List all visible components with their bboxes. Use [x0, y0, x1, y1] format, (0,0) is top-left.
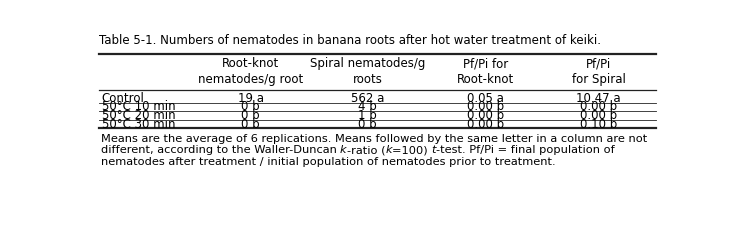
Text: -ratio (: -ratio (: [347, 145, 386, 155]
Text: -test. Pf/Pi = final population of: -test. Pf/Pi = final population of: [436, 145, 615, 155]
Text: 0.00 b: 0.00 b: [467, 118, 504, 131]
Text: t: t: [431, 145, 436, 155]
Text: Pf/Pi for
Root-knot: Pf/Pi for Root-knot: [457, 57, 514, 86]
Text: 10.47 a: 10.47 a: [576, 92, 620, 105]
Text: nematodes after treatment / initial population of nematodes prior to treatment.: nematodes after treatment / initial popu…: [101, 157, 555, 167]
Text: 0.00 b: 0.00 b: [467, 100, 504, 113]
Text: Pf/Pi
for Spiral: Pf/Pi for Spiral: [572, 57, 626, 86]
Text: 0 b: 0 b: [241, 118, 260, 131]
Text: Table 5-1. Numbers of nematodes in banana roots after hot water treatment of kei: Table 5-1. Numbers of nematodes in banan…: [99, 34, 601, 47]
Text: 50°C 20 min: 50°C 20 min: [102, 109, 175, 122]
Text: Spiral nematodes/g
roots: Spiral nematodes/g roots: [310, 57, 425, 86]
Text: 0 b: 0 b: [241, 109, 260, 122]
Text: 50°C 30 min: 50°C 30 min: [102, 118, 175, 131]
Text: 0.10 b: 0.10 b: [580, 118, 617, 131]
Text: Root-knot
nematodes/g root: Root-knot nematodes/g root: [198, 57, 303, 86]
Text: 50°C 10 min: 50°C 10 min: [102, 100, 175, 113]
Text: 0.00 b: 0.00 b: [580, 100, 617, 113]
Text: 0.00 b: 0.00 b: [467, 109, 504, 122]
Text: 1 b: 1 b: [358, 109, 377, 122]
Text: Control: Control: [102, 92, 144, 105]
Text: 0.00 b: 0.00 b: [580, 109, 617, 122]
Text: 0 b: 0 b: [241, 100, 260, 113]
Text: 0 b: 0 b: [358, 118, 377, 131]
Text: k: k: [386, 145, 392, 155]
Text: 562 a: 562 a: [351, 92, 384, 105]
Text: 19 a: 19 a: [238, 92, 263, 105]
Text: k: k: [340, 145, 347, 155]
Text: 4 b: 4 b: [358, 100, 377, 113]
Text: Means are the average of 6 replications. Means followed by the same letter in a : Means are the average of 6 replications.…: [101, 134, 647, 144]
Text: 0.05 a: 0.05 a: [467, 92, 504, 105]
Text: =100): =100): [392, 145, 431, 155]
Text: different, according to the Waller-Duncan: different, according to the Waller-Dunca…: [101, 145, 340, 155]
